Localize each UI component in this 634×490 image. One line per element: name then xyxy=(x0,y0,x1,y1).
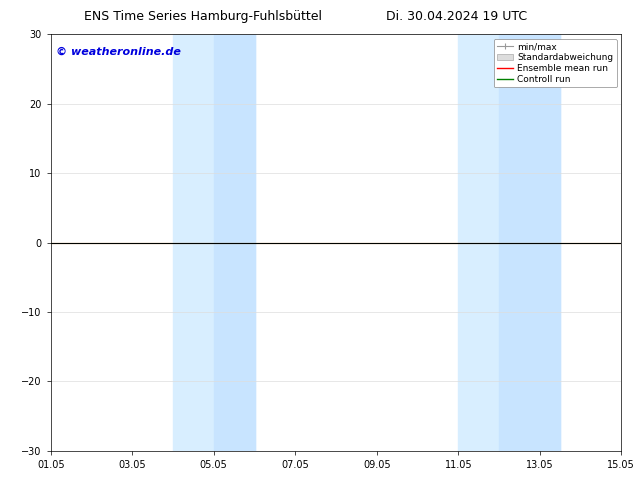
Text: Di. 30.04.2024 19 UTC: Di. 30.04.2024 19 UTC xyxy=(386,10,527,23)
Bar xyxy=(499,34,560,451)
Text: ENS Time Series Hamburg-Fuhlsbüttel: ENS Time Series Hamburg-Fuhlsbüttel xyxy=(84,10,322,23)
Legend: min/max, Standardabweichung, Ensemble mean run, Controll run: min/max, Standardabweichung, Ensemble me… xyxy=(494,39,617,87)
Text: © weatheronline.de: © weatheronline.de xyxy=(56,47,181,57)
Bar xyxy=(458,34,560,451)
Bar xyxy=(173,34,254,451)
Bar xyxy=(214,34,254,451)
